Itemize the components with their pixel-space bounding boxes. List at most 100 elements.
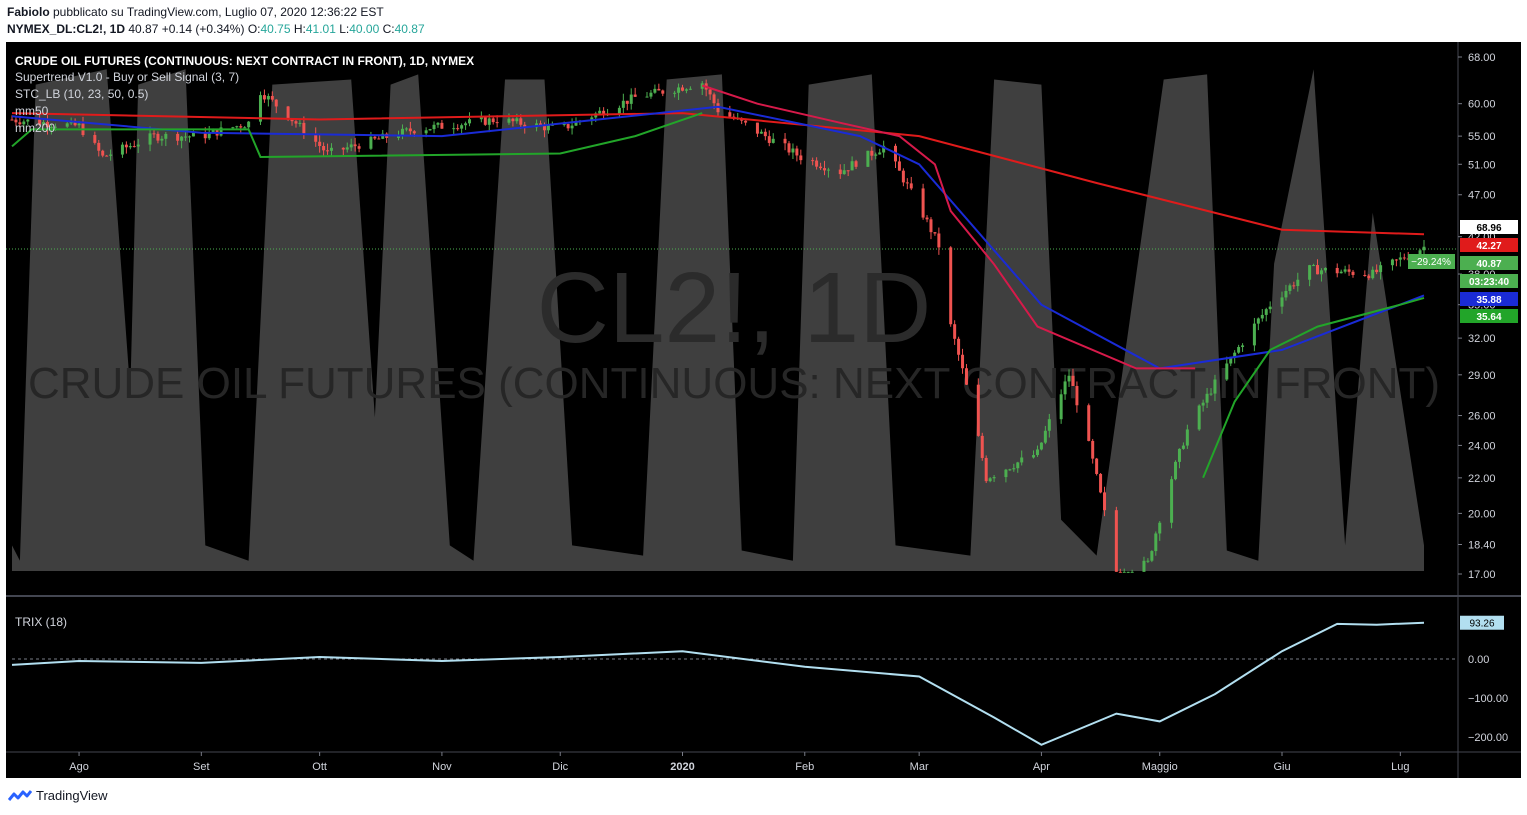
trix-tick-label: 0.00 [1468, 654, 1489, 666]
candle-body [574, 121, 578, 126]
candle-body [1122, 571, 1126, 573]
candle-body [866, 150, 870, 167]
candle-body [1170, 479, 1174, 523]
candle-body [539, 123, 543, 126]
candle-body [728, 112, 732, 117]
candle-body [1181, 445, 1185, 449]
candle-body [247, 121, 251, 128]
candle-body [1351, 271, 1355, 275]
candle-body [870, 150, 874, 156]
candle-body [625, 100, 629, 104]
candle-body [136, 144, 140, 147]
footer-brand[interactable]: TradingView [8, 788, 108, 803]
candle-body [42, 122, 46, 125]
candle-body [1335, 267, 1339, 274]
stc-area-layer [12, 69, 1424, 571]
candle-body [1390, 259, 1394, 266]
candle-body [357, 146, 361, 149]
candle-body [1402, 257, 1406, 259]
candle-body [65, 123, 69, 127]
candle-body [901, 170, 905, 183]
candle-body [921, 188, 925, 218]
candle-body [1316, 265, 1320, 275]
time-tick-label: Nov [432, 761, 452, 773]
candle-body [270, 96, 274, 100]
candle-body [10, 119, 14, 121]
candle-body [1047, 419, 1051, 431]
chart-frame[interactable]: CL2!, 1D CRUDE OIL FUTURES (CONTINUOUS: … [6, 42, 1521, 778]
stc-area [12, 69, 1424, 571]
candle-body [487, 118, 491, 125]
trix-line [11, 621, 1425, 746]
candle-body [1067, 375, 1071, 382]
candle-body [203, 132, 207, 139]
candle-body [649, 92, 653, 97]
ohlc-line: NYMEX_DL:CL2!, 1D 40.87 +0.14 (+0.34%) O… [7, 22, 425, 36]
candle-body [905, 182, 909, 184]
candle-body [767, 136, 771, 143]
chart-svg[interactable]: CL2!, 1D CRUDE OIL FUTURES (CONTINUOUS: … [6, 42, 1521, 778]
candle-body [1012, 468, 1016, 470]
price-tick-label: 22.00 [1468, 473, 1496, 485]
legend-supertrend[interactable]: Supertrend V1.0 - Buy or Sell Signal (3,… [15, 70, 239, 84]
candle-body [1063, 381, 1067, 395]
candle-body [617, 107, 621, 114]
candle-body [1375, 269, 1379, 273]
legend-mm50[interactable]: mm50 [15, 104, 49, 118]
candle-body [1039, 442, 1043, 450]
watermark-main: CL2!, 1D [537, 252, 932, 364]
candle-body [657, 88, 661, 91]
price-tick-label: 55.00 [1468, 131, 1496, 143]
candle-body [1197, 405, 1201, 430]
mm50-line [11, 105, 1425, 370]
candle-body [1075, 385, 1079, 406]
candle-body [294, 121, 298, 124]
candle-body [1150, 551, 1154, 561]
close-label: C: [382, 22, 395, 36]
candle-body [1280, 297, 1284, 307]
candle-body [45, 122, 49, 128]
time-tick-label: Maggio [1142, 761, 1178, 773]
candle-body [326, 150, 330, 152]
candle-body [243, 127, 247, 129]
candle-body [495, 122, 499, 124]
low-label: L: [339, 22, 350, 36]
candle-body [507, 118, 511, 123]
candle-body [811, 160, 815, 162]
trix-legend[interactable]: TRIX (18) [15, 615, 67, 629]
candle-body [148, 133, 152, 145]
legend-stc[interactable]: STC_LB (10, 23, 50, 0.5) [15, 87, 148, 101]
candle-body [73, 120, 77, 126]
price-tick-label: 32.00 [1468, 333, 1496, 345]
change-badge-bg [1408, 254, 1455, 269]
candle-body [933, 232, 937, 234]
candle-body [286, 106, 290, 120]
candle-body [846, 170, 850, 172]
candle-body [93, 135, 97, 143]
candle-body [345, 147, 349, 150]
candle-body [546, 125, 550, 131]
tradingview-logo-icon [8, 789, 32, 801]
open-label: O: [247, 22, 261, 36]
price-tick-label: 29.00 [1468, 370, 1496, 382]
price-tick-label: 20.00 [1468, 508, 1496, 520]
candle-body [1319, 270, 1323, 275]
candle-body [109, 154, 113, 156]
candle-body [436, 122, 440, 125]
legend-mm200[interactable]: mm200 [15, 121, 55, 135]
candle-body [961, 354, 965, 369]
candle-body [329, 147, 333, 151]
candle-body [570, 125, 574, 129]
candle-body [38, 119, 42, 125]
open-value: 40.75 [260, 22, 291, 36]
price-tick-label: 51.00 [1468, 159, 1496, 171]
candle-body [542, 125, 546, 131]
high-label: H: [293, 22, 306, 36]
candle-body [621, 100, 625, 108]
time-tick-label: Dic [552, 761, 568, 773]
price-change: +0.14 (+0.34%) [161, 22, 245, 36]
candle-body [180, 136, 184, 141]
axes-layer: 68.0060.0055.0051.0047.0042.0038.0035.00… [6, 42, 1521, 778]
last-price: 40.87 [128, 22, 159, 36]
candle-body [562, 124, 566, 126]
